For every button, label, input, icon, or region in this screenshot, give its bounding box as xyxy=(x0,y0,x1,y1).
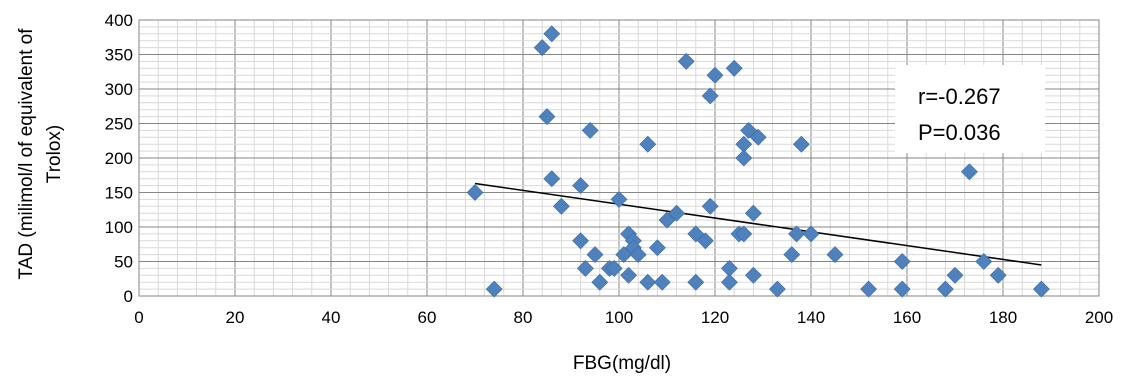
data-point xyxy=(538,108,556,126)
data-point xyxy=(893,280,911,298)
data-point xyxy=(960,163,978,181)
data-point xyxy=(485,280,503,298)
y-tick-label: 300 xyxy=(105,80,133,99)
y-tick-label: 50 xyxy=(114,253,133,272)
x-tick-label: 200 xyxy=(1085,308,1113,327)
data-point xyxy=(802,225,820,243)
data-point xyxy=(783,246,801,264)
data-point xyxy=(936,280,954,298)
data-point xyxy=(701,87,719,105)
x-tick-label: 40 xyxy=(322,308,341,327)
plot-area-frame xyxy=(138,19,1100,297)
data-point xyxy=(989,266,1007,284)
data-point xyxy=(466,184,484,201)
data-point xyxy=(639,273,657,291)
x-tick-label: 140 xyxy=(797,308,825,327)
x-tick-label: 20 xyxy=(226,308,245,327)
y-axis-tick-labels: 0 50 100 150 200 250 300 350 400 xyxy=(105,11,133,306)
data-point xyxy=(701,197,719,215)
data-point xyxy=(792,135,810,153)
data-point xyxy=(639,135,657,153)
x-tick-label: 60 xyxy=(418,308,437,327)
data-point xyxy=(860,280,878,298)
chart-grid xyxy=(138,19,1100,297)
statistics-annotation: r=-0.267 P=0.036 xyxy=(895,65,1045,153)
y-tick-label: 150 xyxy=(105,184,133,203)
y-axis-title-line-2: Trolox) xyxy=(44,125,65,183)
data-point xyxy=(1032,280,1050,298)
data-point xyxy=(893,253,911,270)
data-point xyxy=(576,259,594,277)
data-point xyxy=(687,273,705,291)
data-point xyxy=(581,121,599,139)
data-point xyxy=(826,246,844,264)
x-axis-title: FBG(mg/dl) xyxy=(573,353,671,374)
x-tick-label: 80 xyxy=(514,308,533,327)
data-point xyxy=(572,177,590,195)
data-point xyxy=(533,39,551,57)
data-point xyxy=(543,25,561,43)
x-tick-label: 180 xyxy=(989,308,1017,327)
trendline xyxy=(474,182,1042,266)
data-point xyxy=(615,246,633,264)
data-point xyxy=(768,280,786,298)
x-tick-label: 100 xyxy=(605,308,633,327)
y-tick-label: 350 xyxy=(105,46,133,65)
data-point xyxy=(552,197,570,215)
data-point xyxy=(735,149,753,167)
data-point xyxy=(788,225,806,243)
data-point xyxy=(610,190,628,208)
data-point xyxy=(706,66,724,84)
data-point xyxy=(696,232,714,250)
data-point xyxy=(629,246,647,264)
data-point xyxy=(658,211,676,229)
data-point xyxy=(677,52,695,70)
y-tick-label: 200 xyxy=(105,149,133,168)
data-point xyxy=(653,273,671,291)
y-tick-label: 400 xyxy=(105,11,133,30)
data-point xyxy=(740,121,758,139)
data-point xyxy=(735,225,753,243)
y-tick-label: 250 xyxy=(105,115,133,134)
y-tick-label: 0 xyxy=(124,287,133,306)
x-tick-label: 120 xyxy=(701,308,729,327)
data-point xyxy=(720,273,738,291)
data-point xyxy=(744,266,762,284)
data-point xyxy=(744,204,762,222)
data-point xyxy=(586,246,604,264)
data-point xyxy=(648,239,666,257)
correlation-coefficient: r=-0.267 xyxy=(918,84,1001,109)
data-point xyxy=(668,204,686,222)
data-points xyxy=(466,25,1050,298)
data-point xyxy=(543,170,561,188)
y-axis-title-line-1: TAD (milimol/l of equivalent of xyxy=(16,28,37,280)
data-point xyxy=(620,266,638,284)
data-point xyxy=(591,273,609,291)
y-tick-label: 100 xyxy=(105,218,133,237)
p-value: P=0.036 xyxy=(918,120,1001,145)
x-tick-label: 0 xyxy=(134,308,143,327)
x-axis-tick-labels: 0 20 40 60 80 100 120 140 160 180 200 xyxy=(134,308,1113,327)
data-point xyxy=(572,232,590,250)
data-point xyxy=(975,253,993,270)
data-point xyxy=(946,266,964,284)
x-tick-label: 160 xyxy=(893,308,921,327)
data-point xyxy=(687,225,705,243)
data-point xyxy=(605,259,623,277)
data-point xyxy=(725,59,743,77)
data-point xyxy=(749,128,767,146)
